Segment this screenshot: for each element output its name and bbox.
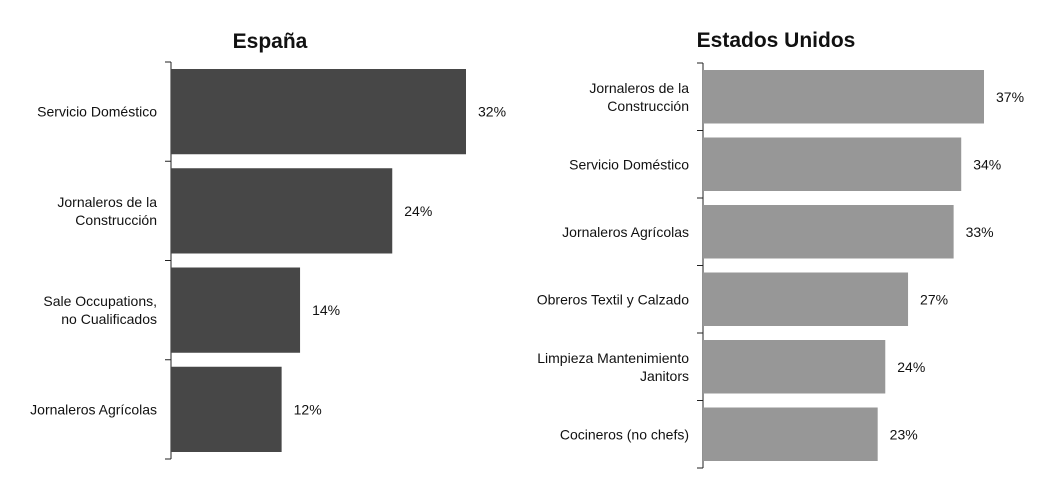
chart-espana: España 32% Servicio Doméstico 24% Jornalero…: [30, 30, 506, 460]
chart-title: Estados Unidos: [697, 29, 856, 52]
category-label: Servicio Doméstico: [569, 156, 689, 172]
bar-cocineros-no-chefs: [703, 407, 878, 461]
bar-limpieza-mantenimiento-janitors: [703, 340, 886, 394]
data-label: 23%: [890, 426, 918, 442]
category-label: Obreros Textil y Calzado: [537, 291, 689, 307]
category-label: Limpieza Mantenimiento Janitors: [537, 350, 689, 384]
category-label: Servicio Doméstico: [37, 104, 157, 120]
data-label: 27%: [920, 291, 948, 307]
data-label: 12%: [294, 401, 322, 417]
category-label: Jornaleros Agrícolas: [562, 224, 689, 240]
bar-jornaleros-de-la-construcci-n: [703, 70, 984, 124]
data-label: 33%: [966, 224, 994, 240]
bar-jornaleros-agr-colas: [703, 205, 954, 259]
bar-jornaleros-de-la-construcci-n: [171, 168, 393, 254]
bar-servicio-dom-stico: [171, 69, 466, 155]
category-label: Jornaleros de la Construcción: [589, 80, 689, 114]
data-label: 32%: [478, 104, 506, 120]
bar-sale-occupations-no-cualificados: [171, 267, 301, 353]
category-label: Cocineros (no chefs): [560, 426, 689, 442]
bar-jornaleros-agr-colas: [171, 366, 282, 452]
data-label: 24%: [897, 359, 925, 375]
category-label: Jornaleros Agrícolas: [30, 401, 157, 417]
category-label: Sale Occupations, no Cualificados: [43, 293, 157, 327]
chart-estados-unidos: Estados Unidos 37% Jornaleros de la Constr…: [537, 29, 1024, 469]
data-label: 37%: [996, 89, 1024, 105]
bar-servicio-dom-stico: [703, 137, 962, 191]
data-label: 14%: [312, 302, 340, 318]
category-label: Jornaleros de la Construcción: [57, 194, 157, 228]
data-label: 24%: [404, 203, 432, 219]
bar-obreros-textil-y-calzado: [703, 272, 909, 326]
chart-title: España: [233, 30, 308, 53]
data-label: 34%: [973, 156, 1001, 172]
